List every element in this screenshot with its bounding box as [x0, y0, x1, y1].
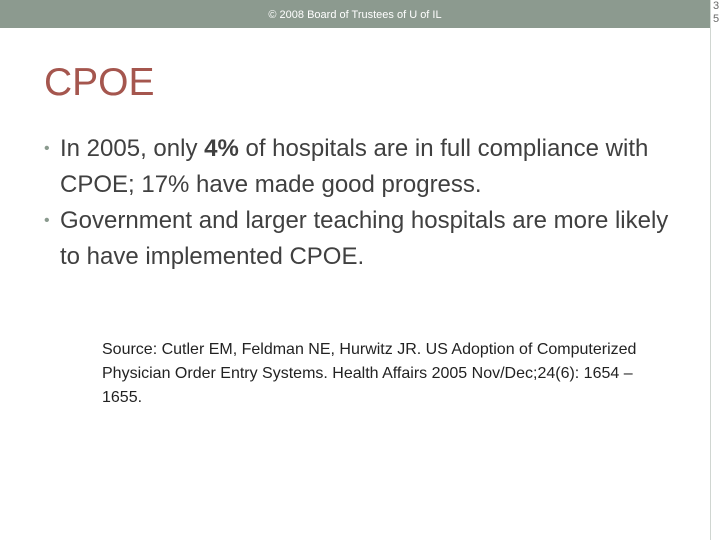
- bullet-list: • In 2005, only 4% of hospitals are in f…: [44, 131, 684, 275]
- bullet-item: • Government and larger teaching hospita…: [44, 203, 684, 275]
- bullet-emphasis: 4%: [204, 135, 239, 162]
- bullet-item: • In 2005, only 4% of hospitals are in f…: [44, 131, 684, 203]
- bullet-marker: •: [44, 140, 50, 157]
- bullet-marker: •: [44, 212, 50, 229]
- header-bar: © 2008 Board of Trustees of U of IL: [0, 0, 710, 28]
- slide-title: CPOE: [44, 61, 155, 104]
- copyright-notice: © 2008 Board of Trustees of U of IL: [268, 9, 442, 21]
- slide-number-fragment: 3 5: [713, 0, 720, 25]
- source-citation: Source: Cutler EM, Feldman NE, Hurwitz J…: [102, 341, 637, 406]
- slide-edge-strip: 3 5: [710, 0, 720, 540]
- bullet-text-suffix: of hospitals are in full compliance with…: [60, 135, 649, 198]
- bullet-text-prefix: In 2005, only: [60, 135, 205, 162]
- bullet-text: Government and larger teaching hospitals…: [60, 207, 669, 270]
